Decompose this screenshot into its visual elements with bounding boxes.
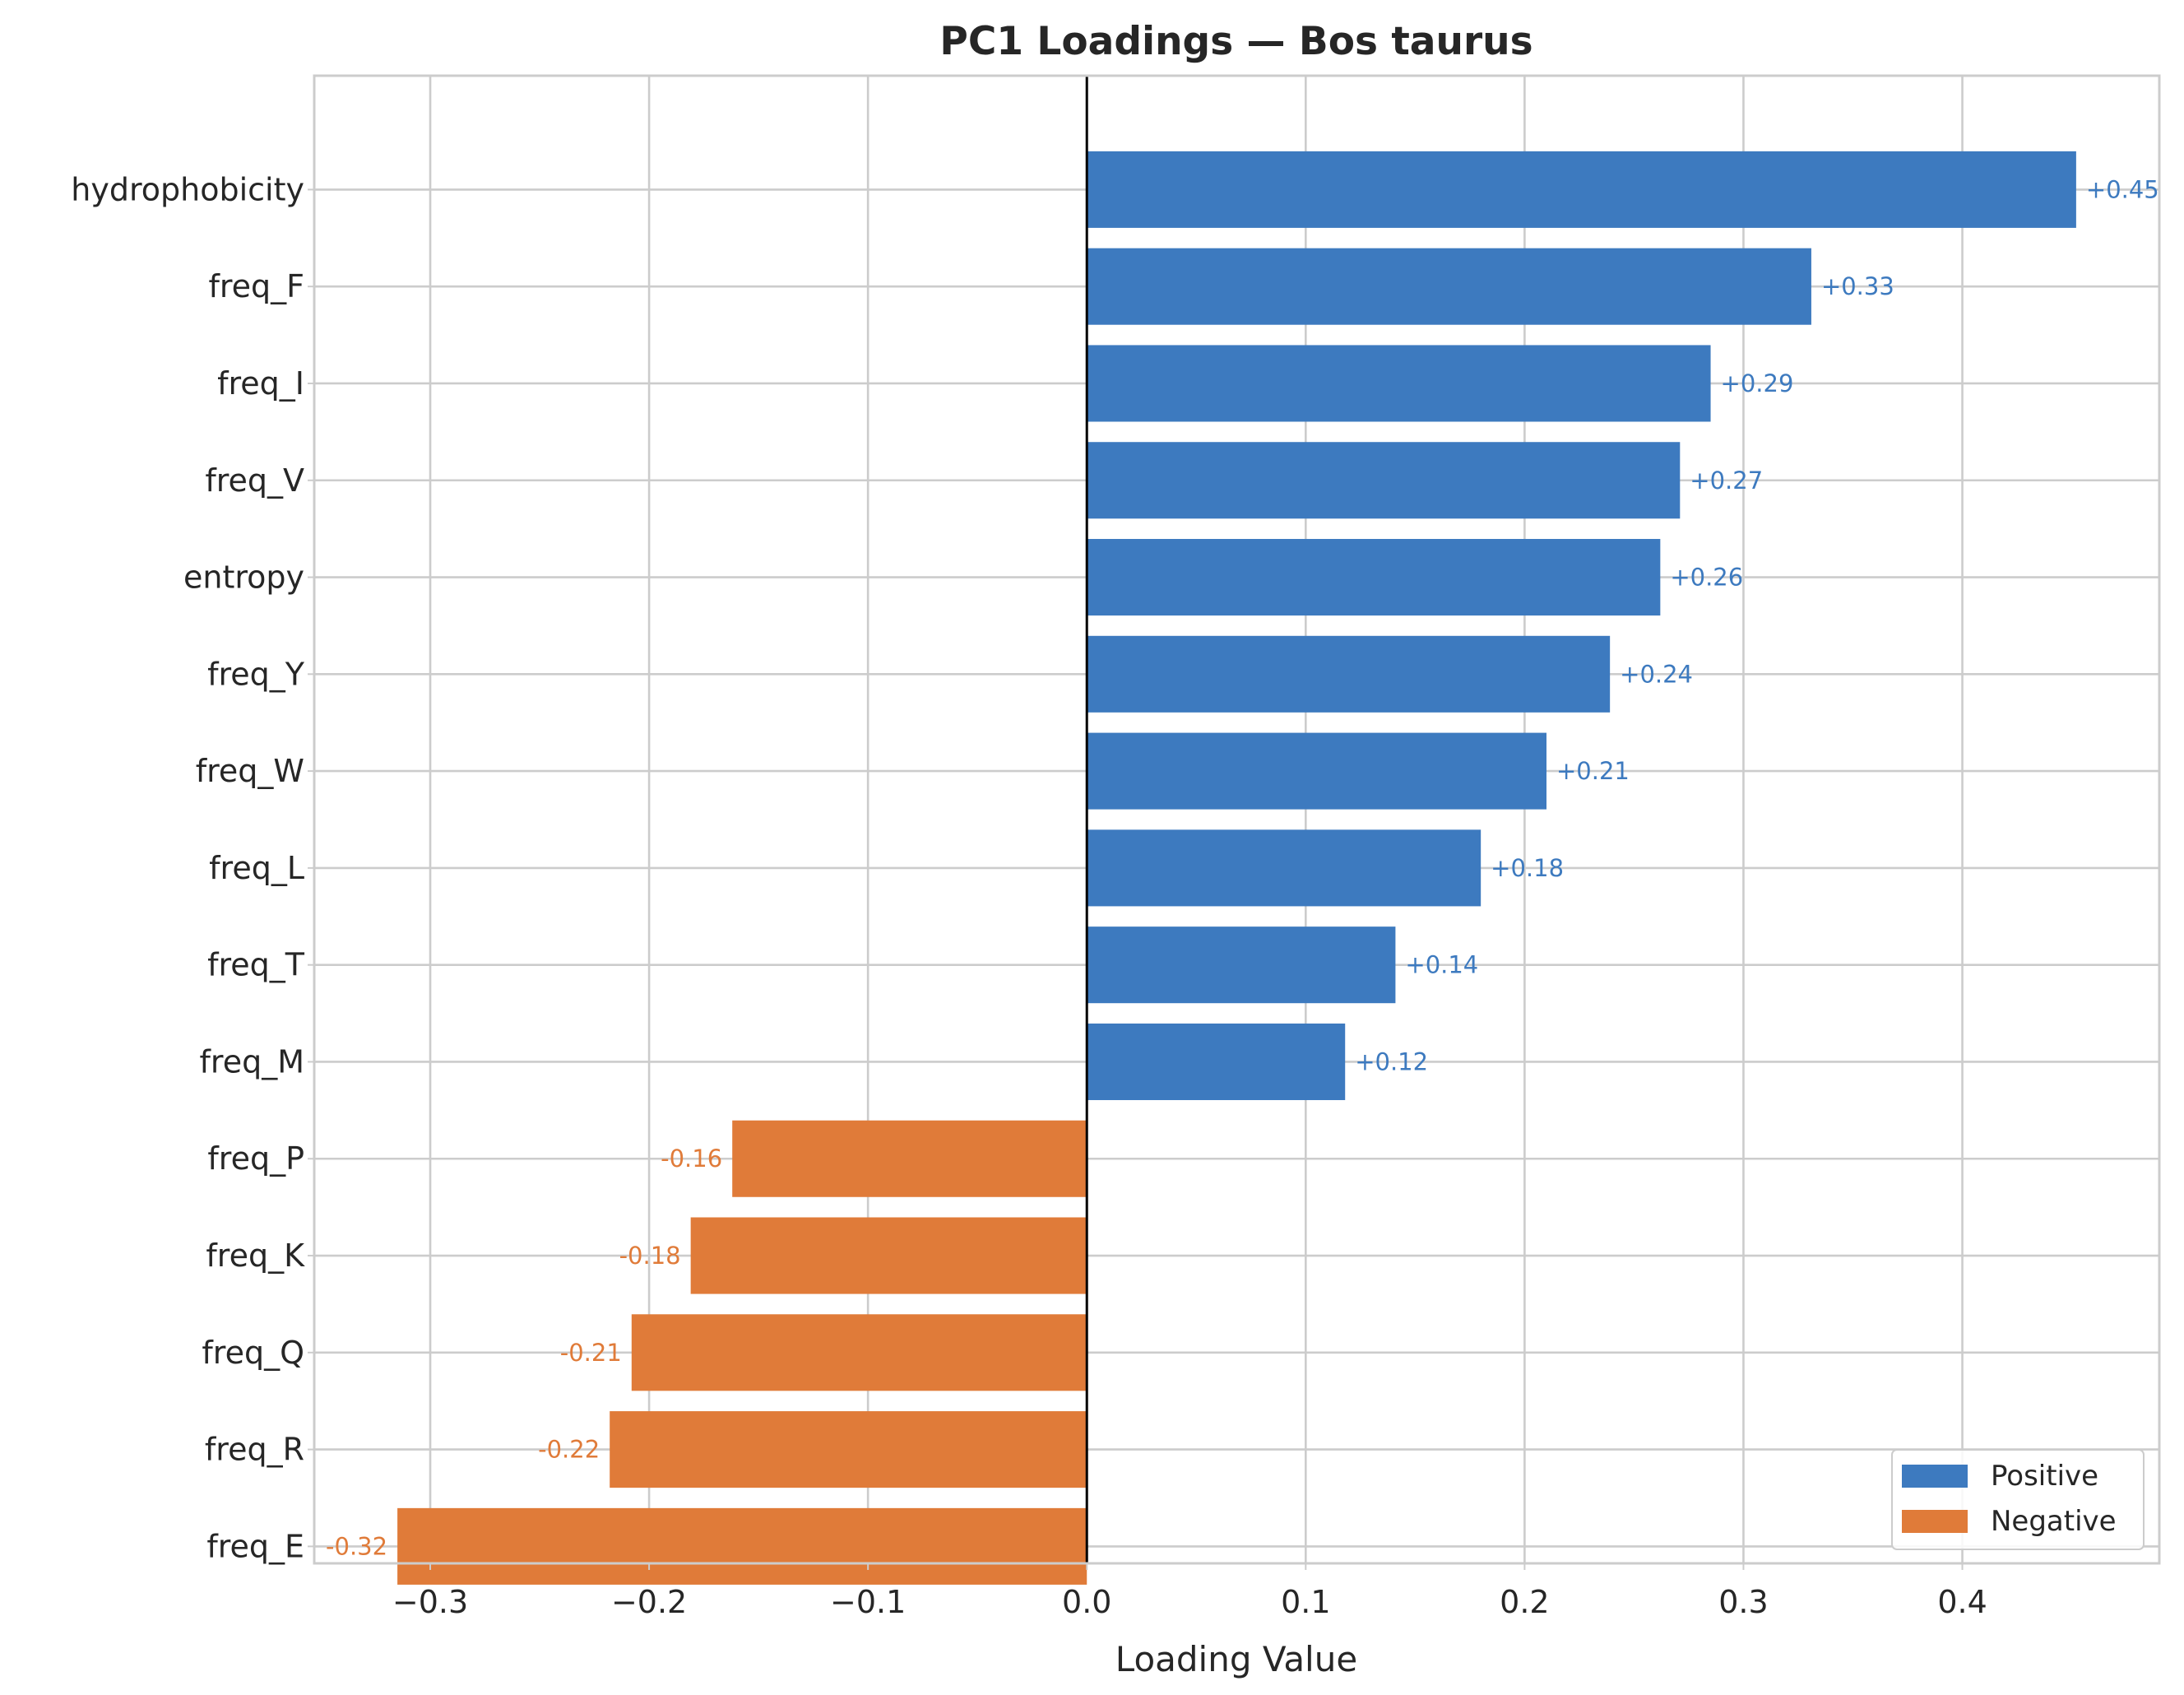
y-tick-label: freq_T (207, 947, 305, 983)
legend-label: Negative (1991, 1505, 2117, 1538)
bar-freq_P (732, 1120, 1087, 1197)
y-tick-label: freq_Q (202, 1335, 304, 1371)
bar-freq_L (1087, 829, 1482, 907)
bar-freq_W (1087, 732, 1546, 810)
bar-freq_Y (1087, 635, 1611, 713)
legend-label: Positive (1991, 1460, 2098, 1493)
bar-freq_V (1087, 442, 1681, 519)
chart-title: PC1 Loadings — Bos taurus (939, 19, 1533, 64)
data-label: +0.14 (1405, 951, 1478, 979)
bar-layer (397, 151, 2076, 1585)
bar-freq_E (397, 1507, 1087, 1585)
x-tick-label: −0.1 (830, 1584, 906, 1620)
y-tick-label: freq_V (205, 462, 304, 499)
y-tick-label: freq_P (207, 1140, 304, 1177)
data-label: +0.27 (1690, 467, 1763, 495)
bar-freq_Q (631, 1314, 1087, 1391)
x-tick-label: −0.2 (611, 1584, 687, 1620)
legend: Positive Negative (1891, 1449, 2145, 1550)
y-tick-label: freq_L (209, 850, 304, 886)
plot-frame (313, 74, 2161, 1565)
y-tick-label: freq_F (208, 268, 304, 304)
bar-freq_F (1087, 248, 1811, 325)
x-tick-label: 0.0 (1062, 1584, 1111, 1620)
bar-hydrophobicity (1087, 151, 2076, 228)
y-tick-label: freq_Y (207, 656, 305, 692)
y-tick-label: freq_K (206, 1238, 305, 1274)
y-tick-label: entropy (183, 560, 304, 596)
data-label: -0.18 (619, 1242, 681, 1270)
data-label: -0.32 (326, 1532, 387, 1560)
data-label: +0.33 (1821, 272, 1894, 300)
x-tick-label: 0.1 (1281, 1584, 1330, 1620)
y-tick-label: hydrophobicity (71, 171, 304, 207)
x-tick-label: 0.3 (1718, 1584, 1768, 1620)
y-tick-label: freq_R (205, 1432, 304, 1468)
y-tick-label: freq_E (206, 1528, 304, 1564)
data-label: -0.21 (560, 1339, 622, 1367)
x-axis-label: Loading Value (1115, 1639, 1357, 1679)
y-tick-label: freq_W (196, 753, 304, 789)
data-label: -0.16 (661, 1145, 722, 1173)
x-tick-label: 0.4 (1937, 1584, 1987, 1620)
data-labels: +0.45 +0.33 +0.29 +0.27 +0.26 +0.24 +0.21 +0.18… (326, 175, 2159, 1560)
data-label: +0.18 (1491, 854, 1564, 882)
legend-swatch-negative (1902, 1510, 1968, 1533)
legend-swatch-positive (1902, 1465, 1968, 1488)
bar-freq_M (1087, 1023, 1346, 1100)
data-label: +0.21 (1556, 757, 1630, 785)
bar-freq_R (610, 1411, 1087, 1488)
x-tick-label: 0.2 (1500, 1584, 1549, 1620)
data-label: +0.26 (1670, 564, 1743, 592)
bar-freq_I (1087, 345, 1711, 422)
y-tick-label: freq_M (200, 1043, 304, 1080)
data-label: +0.29 (1721, 369, 1794, 397)
bar-freq_T (1087, 926, 1396, 1004)
y-tick-label: freq_I (217, 365, 304, 402)
data-label: +0.45 (2086, 175, 2159, 203)
data-label: +0.24 (1620, 660, 1693, 688)
data-label: -0.22 (538, 1436, 600, 1464)
data-label: +0.12 (1355, 1047, 1428, 1075)
bar-freq_K (690, 1217, 1087, 1294)
bar-entropy (1087, 539, 1661, 616)
x-tick-labels: −0.3 −0.2 −0.1 0.0 0.1 0.2 0.3 0.4 (392, 1563, 1987, 1620)
x-tick-label: −0.3 (392, 1584, 468, 1620)
